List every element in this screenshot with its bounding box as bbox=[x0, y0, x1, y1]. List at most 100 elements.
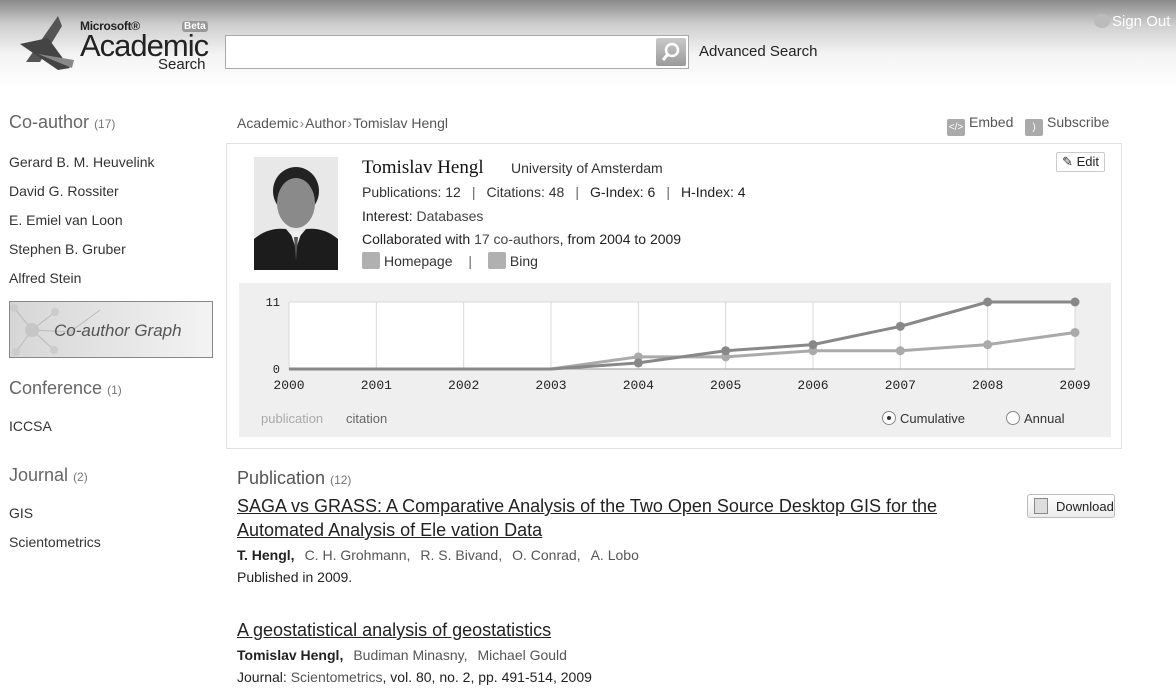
x-tick-label: 2003 bbox=[535, 378, 566, 393]
journal-link[interactable]: GIS bbox=[9, 505, 34, 521]
citations-count[interactable]: Citations: 48 bbox=[486, 184, 565, 200]
chart-plot-area: 2000 2001 2002 2003 2004 2005 2006 2007 2008 2009… bbox=[266, 296, 1091, 393]
breadcrumb-author[interactable]: Author bbox=[305, 115, 347, 131]
y-tick-label: 11 bbox=[266, 296, 280, 310]
x-tick-label: 2000 bbox=[273, 378, 304, 393]
conference-link[interactable]: ICCSA bbox=[9, 418, 52, 434]
author-link[interactable]: A. Lobo bbox=[590, 547, 639, 563]
x-tick-label: 2006 bbox=[797, 378, 828, 393]
breadcrumb-current: Tomislav Hengl bbox=[353, 115, 448, 131]
radio-unselected-icon bbox=[1006, 411, 1020, 425]
author-name: Tomislav Hengl bbox=[362, 157, 484, 178]
cumulative-label: Cumulative bbox=[900, 411, 966, 426]
author-profile-card: Tomislav Hengl University of Amsterdam ✎… bbox=[226, 143, 1122, 449]
publication-authors: T. Hengl, C. H. Grohmann, R. S. Bivand, O. … bbox=[237, 547, 1007, 563]
publications-count[interactable]: Publications: 12 bbox=[362, 184, 461, 200]
publication-title-link[interactable]: SAGA vs GRASS: A Comparative Analysis of… bbox=[237, 496, 938, 540]
subscribe-button[interactable]: ) Subscribe bbox=[1025, 114, 1109, 136]
publication-item: A geostatistical analysis of geostatisti… bbox=[237, 618, 1007, 685]
data-point-citation bbox=[983, 340, 993, 350]
x-tick-label: 2009 bbox=[1059, 378, 1090, 393]
coauthors-link[interactable]: 17 co-authors bbox=[474, 231, 560, 247]
coauthor-link[interactable]: E. Emiel van Loon bbox=[9, 212, 123, 228]
publication-citation-chart: 2000 2001 2002 2003 2004 2005 2006 2007 2008 2009… bbox=[239, 283, 1111, 437]
data-point-publication bbox=[983, 297, 993, 307]
beta-badge: Beta bbox=[182, 21, 208, 32]
data-point-publication bbox=[808, 340, 818, 350]
data-point-publication bbox=[1070, 297, 1080, 307]
download-button[interactable]: Download bbox=[1027, 494, 1115, 518]
annual-label: Annual bbox=[1024, 411, 1065, 426]
journal-link[interactable]: Scientometrics bbox=[9, 534, 101, 550]
author-photo bbox=[254, 157, 338, 270]
g-index: G-Index: 6 bbox=[589, 184, 656, 200]
author-link[interactable]: C. H. Grohmann, bbox=[304, 547, 411, 563]
data-point-citation bbox=[1070, 327, 1080, 337]
embed-code-icon: </> bbox=[947, 119, 965, 136]
coauthor-link[interactable]: Gerard B. M. Heuvelink bbox=[9, 154, 155, 170]
author-link[interactable]: O. Conrad, bbox=[512, 547, 581, 563]
search-input[interactable] bbox=[230, 37, 654, 69]
x-tick-label: 2005 bbox=[710, 378, 741, 393]
data-point-publication bbox=[633, 358, 643, 368]
legend-citation-tab[interactable]: citation bbox=[346, 411, 388, 426]
annual-radio[interactable]: Annual bbox=[1006, 411, 1064, 426]
breadcrumb: Academic›Author›Tomislav Hengl bbox=[237, 115, 448, 131]
breadcrumb-academic[interactable]: Academic bbox=[237, 115, 299, 131]
author-link[interactable]: R. S. Bivand, bbox=[420, 547, 503, 563]
embed-button[interactable]: </> Embed bbox=[947, 114, 1013, 136]
publication-meta: Published in 2009. bbox=[237, 569, 353, 585]
sign-out-label: Sign Out bbox=[1112, 13, 1171, 30]
author-link[interactable]: Michael Gould bbox=[477, 647, 567, 663]
search-button[interactable] bbox=[656, 38, 686, 66]
pencil-icon: ✎ bbox=[1062, 154, 1073, 169]
data-point-publication bbox=[895, 321, 905, 331]
coauthor-link[interactable]: David G. Rossiter bbox=[9, 183, 119, 199]
search-icon bbox=[661, 42, 680, 61]
y-tick-label: 0 bbox=[273, 363, 280, 377]
sign-out-link[interactable]: Sign Out bbox=[1094, 13, 1170, 30]
edit-button[interactable]: ✎ Edit bbox=[1056, 152, 1105, 172]
cumulative-radio[interactable]: Cumulative bbox=[882, 411, 965, 426]
homepage-link[interactable]: Homepage bbox=[362, 252, 453, 269]
academic-search-logo[interactable]: Microsoft® Beta Academic Search bbox=[18, 10, 218, 76]
author-affiliation[interactable]: University of Amsterdam bbox=[511, 160, 663, 176]
download-label: Download bbox=[1056, 499, 1114, 514]
coauthor-link[interactable]: Alfred Stein bbox=[9, 270, 82, 286]
journal-heading: Journal (2) bbox=[9, 465, 88, 485]
legend-publication-tab[interactable]: publication bbox=[261, 411, 324, 426]
x-tick-label: 2004 bbox=[623, 378, 654, 393]
data-point-citation bbox=[895, 346, 905, 356]
author-stats: Publications: 12 | Citations: 48 | G-Index: … bbox=[362, 184, 746, 200]
publication-meta: Journal: Scientometrics, vol. 80, no. 2,… bbox=[237, 669, 592, 685]
journal-link[interactable]: Scientometrics bbox=[290, 669, 383, 685]
author-link[interactable]: T. Hengl, bbox=[237, 547, 295, 563]
interest-label: Interest: bbox=[362, 208, 413, 224]
advanced-search-link[interactable]: Advanced Search bbox=[699, 43, 818, 60]
logo-microsoft-text: Microsoft® bbox=[80, 19, 140, 33]
conference-heading: Conference (1) bbox=[9, 378, 122, 398]
author-interest: Interest: Databases bbox=[362, 208, 483, 224]
pdf-icon bbox=[1034, 498, 1048, 514]
coauthor-heading: Co-author (17) bbox=[9, 112, 116, 132]
bing-icon bbox=[487, 252, 506, 269]
coauthor-graph-button[interactable]: Co-author Graph bbox=[9, 301, 213, 358]
author-link[interactable]: Budiman Minasny, bbox=[353, 647, 468, 663]
logo-search-text: Search bbox=[158, 56, 206, 73]
data-point-publication bbox=[721, 346, 731, 356]
interest-link[interactable]: Databases bbox=[416, 208, 484, 224]
coauthor-link[interactable]: Stephen B. Gruber bbox=[9, 241, 126, 257]
x-tick-label: 2008 bbox=[972, 378, 1003, 393]
publication-heading: Publication (12) bbox=[237, 468, 352, 488]
homepage-label: Homepage bbox=[384, 253, 453, 269]
network-graph-icon bbox=[10, 304, 101, 356]
author-link[interactable]: Tomislav Hengl, bbox=[237, 647, 344, 663]
publication-title-link[interactable]: A geostatistical analysis of geostatisti… bbox=[237, 620, 552, 640]
rss-icon: ) bbox=[1025, 119, 1043, 136]
subscribe-label: Subscribe bbox=[1047, 114, 1110, 130]
x-tick-label: 2002 bbox=[448, 378, 479, 393]
edit-label: Edit bbox=[1076, 154, 1099, 169]
bing-link[interactable]: Bing bbox=[487, 252, 538, 269]
x-tick-label: 2001 bbox=[361, 378, 392, 393]
coauthor-graph-label: Co-author Graph bbox=[54, 321, 182, 340]
